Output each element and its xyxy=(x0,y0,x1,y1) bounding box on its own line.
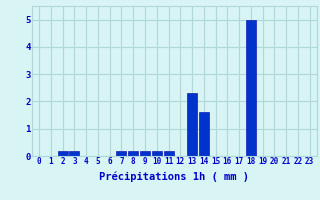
Bar xyxy=(152,151,162,156)
Bar xyxy=(199,112,209,156)
Bar xyxy=(187,93,197,156)
Bar xyxy=(128,151,138,156)
Bar xyxy=(246,20,256,156)
Bar xyxy=(140,151,150,156)
Bar xyxy=(116,151,126,156)
X-axis label: Précipitations 1h ( mm ): Précipitations 1h ( mm ) xyxy=(100,172,249,182)
Bar xyxy=(58,151,68,156)
Bar xyxy=(164,151,173,156)
Bar xyxy=(69,151,79,156)
